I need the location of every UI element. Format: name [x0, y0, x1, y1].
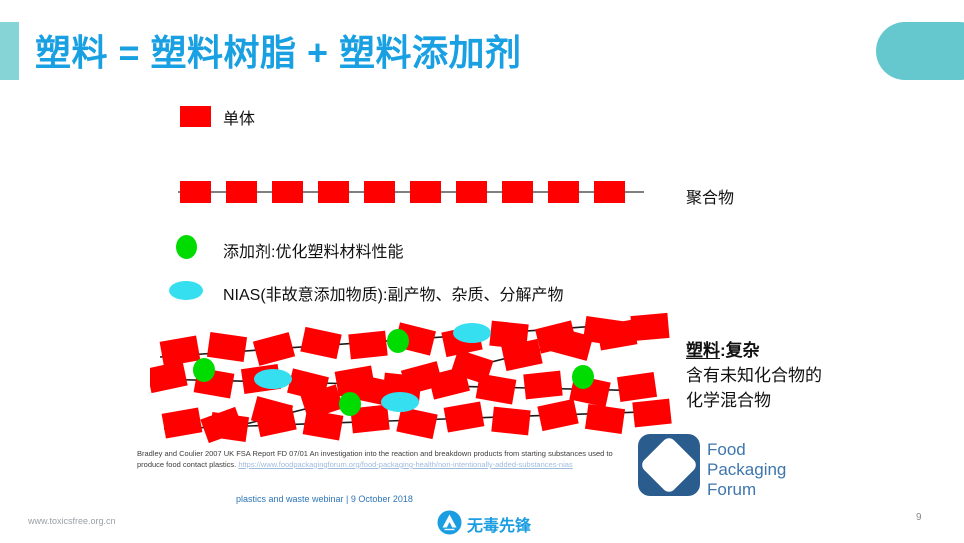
monomer-label: 单体: [223, 111, 256, 128]
fpf-diamond-shape: [639, 435, 699, 495]
complex-caption-title: 塑料:复杂: [686, 341, 760, 360]
additive-swatch: [176, 235, 197, 259]
polymer-label: 聚合物: [686, 190, 735, 207]
citation-text: Bradley and Coulier 2007 UK FSA Report F…: [137, 449, 613, 469]
nias-label: NIAS(非故意添加物质):副产物、杂质、分解产物: [223, 287, 564, 304]
page-number: 9: [916, 512, 922, 523]
additive-label: 添加剂:优化塑料材料性能: [223, 244, 404, 261]
complex-plastic-caption: 塑料:复杂 含有未知化合物的 化学混合物: [686, 338, 822, 413]
complex-caption-line3: 化学混合物: [686, 391, 771, 410]
complex-plastic-diagram: [150, 312, 672, 444]
toxics-free-logo-icon: [437, 510, 462, 535]
complex-caption-line2: 含有未知化合物的: [686, 366, 822, 385]
page-title: 塑料 = 塑料树脂 + 塑料添加剂: [35, 32, 522, 73]
title-accent-bar: [0, 22, 19, 80]
polymer-chain-diagram: [178, 181, 644, 203]
nias-swatch: [169, 281, 203, 300]
corner-decoration: [876, 22, 964, 80]
webinar-caption: plastics and waste webinar | 9 October 2…: [236, 494, 413, 504]
citation-link[interactable]: https://www.foodpackagingforum.org/food-…: [238, 459, 573, 469]
food-packaging-forum-wordmark: Food Packaging Forum: [707, 440, 787, 499]
monomer-swatch: [180, 106, 211, 127]
citation: Bradley and Coulier 2007 UK FSA Report F…: [137, 449, 621, 471]
food-packaging-forum-logo-icon: [638, 434, 700, 496]
footer-brand-name: 无毒先锋: [467, 518, 532, 535]
footer-website-url: www.toxicsfree.org.cn: [28, 516, 116, 526]
